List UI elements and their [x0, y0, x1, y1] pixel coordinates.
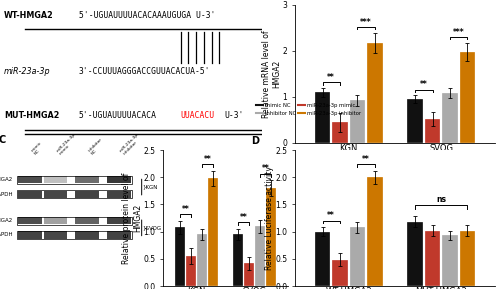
Text: A: A [0, 0, 6, 1]
Text: **: ** [362, 155, 370, 164]
Bar [18, 176, 42, 184]
Bar [17, 176, 132, 184]
Bar [424, 119, 440, 143]
Bar [460, 231, 475, 286]
Text: miR-23a-3p
mimic: miR-23a-3p mimic [56, 132, 80, 156]
Bar [408, 222, 423, 286]
Bar [442, 93, 458, 143]
Text: ***: *** [453, 28, 464, 37]
Text: **: ** [262, 164, 269, 173]
Text: GAPDH: GAPDH [0, 232, 13, 238]
Text: **: ** [328, 73, 335, 82]
Bar [76, 176, 99, 184]
Bar [367, 43, 382, 143]
Bar [255, 226, 265, 286]
Bar [197, 234, 207, 286]
Text: mimic
NC: mimic NC [30, 141, 46, 156]
Y-axis label: Relative Luciferase activity: Relative Luciferase activity [265, 166, 274, 270]
Bar [314, 92, 330, 143]
Bar [44, 176, 68, 184]
Text: C: C [0, 135, 6, 144]
Bar [18, 231, 42, 238]
Text: ns: ns [436, 195, 446, 204]
Y-axis label: Relative mRNA level of
HMGA2: Relative mRNA level of HMGA2 [262, 30, 281, 118]
Bar [332, 260, 348, 286]
Text: 5'-UGUAUUUUACACA: 5'-UGUAUUUUACACA [79, 112, 157, 121]
Y-axis label: Relative protein level of
HMGA2: Relative protein level of HMGA2 [122, 172, 142, 264]
Bar [314, 231, 330, 286]
Bar [17, 231, 132, 239]
Bar [208, 178, 218, 286]
Bar [18, 191, 42, 198]
Bar [107, 191, 130, 198]
Bar [44, 231, 68, 238]
Bar [107, 176, 130, 184]
Text: **: ** [240, 213, 248, 222]
Bar [76, 231, 99, 238]
Bar [76, 191, 99, 198]
Text: HMGA2: HMGA2 [0, 218, 13, 223]
Bar [76, 217, 99, 224]
Legend: mimic NC, inhibitor NC, miR-23a-3p mimic, miR-23a-3p inhibitor: mimic NC, inhibitor NC, miR-23a-3p mimic… [254, 101, 364, 118]
Bar [350, 100, 366, 143]
Bar [107, 217, 130, 224]
Bar [332, 122, 348, 143]
Text: HMGA2: HMGA2 [0, 177, 13, 182]
Bar [350, 227, 366, 286]
Text: GAPDH: GAPDH [0, 192, 13, 197]
Text: 3'-CCUUUAGGGACCGUUACACUA-5': 3'-CCUUUAGGGACCGUUACACUA-5' [79, 67, 210, 76]
Text: ***: *** [360, 18, 372, 27]
Text: U-3': U-3' [224, 112, 244, 121]
Bar [367, 177, 382, 286]
Bar [460, 52, 475, 143]
Bar [233, 234, 243, 286]
Text: B: B [251, 0, 258, 1]
Text: D: D [251, 136, 259, 147]
Bar [17, 190, 132, 198]
Bar [44, 217, 68, 224]
Bar [17, 217, 132, 225]
Text: **: ** [328, 211, 335, 220]
Text: inhibitor
NC: inhibitor NC [87, 137, 106, 156]
Text: }KGN: }KGN [142, 185, 158, 190]
Bar [442, 236, 458, 286]
Text: UUACACU: UUACACU [180, 112, 215, 121]
Text: }SVOG: }SVOG [142, 225, 162, 230]
Bar [18, 217, 42, 224]
Bar [244, 263, 254, 286]
Text: miR-23a-3p: miR-23a-3p [4, 67, 50, 76]
Text: WT-HMGA2: WT-HMGA2 [4, 11, 54, 20]
Bar [424, 231, 440, 286]
Text: MUT-HMGA2: MUT-HMGA2 [4, 112, 59, 121]
Bar [266, 188, 276, 286]
Text: **: ** [420, 80, 428, 89]
Text: **: ** [204, 155, 212, 164]
Text: miR-23a-3p
inhibitor: miR-23a-3p inhibitor [119, 132, 142, 156]
Text: 5'-UGUAUUUUACACAAAUGUGA U-3': 5'-UGUAUUUUACACAAAUGUGA U-3' [79, 11, 216, 20]
Bar [107, 231, 130, 238]
Bar [186, 256, 196, 286]
Bar [176, 227, 185, 286]
Text: **: ** [182, 205, 190, 214]
Bar [408, 99, 423, 143]
Bar [44, 191, 68, 198]
